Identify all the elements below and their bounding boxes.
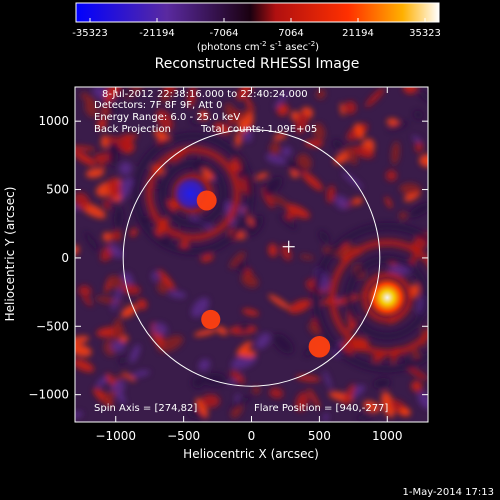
y-tick-label: 0: [61, 251, 69, 265]
flare-position-text: Flare Position = [940,-277]: [254, 403, 388, 414]
source-feature: [367, 277, 408, 318]
colorbar-ticks: -35323 -21194 -7064 7064 21194 35323: [72, 18, 441, 39]
colorbar-tick-label: -21194: [139, 28, 174, 39]
y-tick-label: −1000: [28, 388, 69, 402]
x-tick-label: 0: [248, 429, 256, 443]
total-counts-text: Total counts: 1.09E+05: [200, 124, 317, 135]
detectors-text: Detectors: 7F 8F 9F, Att 0: [94, 100, 222, 111]
source-feature: [201, 309, 221, 330]
colorbar-tick-label: 7064: [278, 28, 303, 39]
energy-range-text: Energy Range: 6.0 - 25.0 keV: [94, 112, 240, 123]
heatmap-image: [75, 87, 428, 422]
spin-axis-marker: [282, 240, 295, 253]
colorbar-tick-label: -7064: [209, 28, 238, 39]
colorbar-unit-label: (photons cm-2 s-1 asec-2): [197, 40, 319, 53]
solar-limb-circle: [122, 129, 381, 387]
source-feature: [196, 190, 217, 211]
y-axis-label: Heliocentric Y (arcsec): [3, 187, 17, 322]
colorbar: [75, 2, 440, 23]
y-axis-ticks: −1000 −500 0 500 1000: [28, 114, 428, 402]
x-tick-label: −500: [167, 429, 200, 443]
x-tick-label: 1000: [372, 429, 403, 443]
y-tick-label: 500: [46, 183, 69, 197]
colorbar-tick-label: 35323: [409, 28, 441, 39]
colorbar-tick-label: -35323: [72, 28, 107, 39]
y-tick-label: 1000: [38, 114, 69, 128]
source-feature: [308, 336, 331, 358]
spin-axis-text: Spin Axis = [274,82]: [94, 403, 197, 414]
x-tick-label: 500: [308, 429, 331, 443]
chart-title: Reconstructed RHESSI Image: [155, 56, 360, 72]
x-tick-label: −1000: [95, 429, 136, 443]
svg-text:(photons cm-2 s-1 asec-2): (photons cm-2 s-1 asec-2): [197, 40, 319, 53]
time-range-text: 8-Jul-2012 22:38:16.000 to 22:40:24.000: [102, 89, 308, 100]
y-tick-label: −500: [36, 319, 69, 333]
footer-date: 1-May-2014 17:13: [402, 487, 494, 498]
x-axis-label: Heliocentric X (arcsec): [183, 447, 319, 461]
colorbar-tick-label: 21194: [342, 28, 374, 39]
x-axis-ticks: −1000 −500 0 500 1000: [95, 87, 403, 443]
method-text: Back Projection: [94, 124, 171, 135]
